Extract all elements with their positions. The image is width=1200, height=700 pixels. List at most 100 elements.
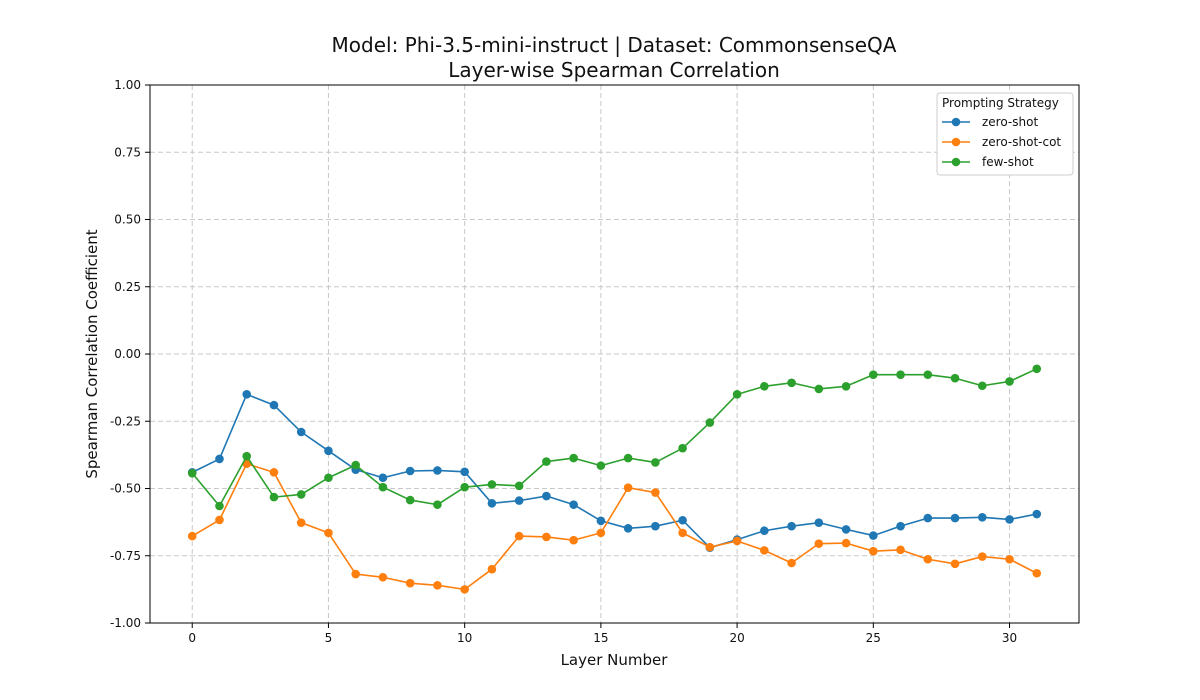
data-point-few-shot [378,482,388,492]
data-point-zero-shot-cot [378,572,388,582]
data-point-zero-shot-cot [841,538,851,548]
data-point-zero-shot-cot [324,528,333,538]
data-point-zero-shot [596,516,606,526]
data-point-few-shot [841,381,851,391]
y-tick-label: -0.25 [110,414,141,428]
data-point-zero-shot-cot [460,585,469,594]
chart-title-line-1: Model: Phi-3.5-mini-instruct | Dataset: … [332,33,897,57]
data-point-zero-shot [215,454,224,464]
data-point-few-shot [1032,364,1042,374]
data-point-zero-shot [923,513,933,523]
data-point-few-shot [324,473,333,483]
data-point-zero-shot [814,518,824,527]
data-point-few-shot [514,481,524,491]
legend-marker [951,157,961,167]
data-point-few-shot [215,501,224,511]
data-point-few-shot [242,451,252,461]
data-point-few-shot [269,492,279,502]
data-point-zero-shot [542,491,551,501]
data-point-few-shot [405,495,415,505]
data-point-zero-shot-cot [269,468,279,477]
data-point-zero-shot [378,473,388,483]
series-line-zero-shot-cot [191,462,1038,591]
data-point-few-shot [977,381,987,391]
data-point-zero-shot [869,531,878,540]
data-point-few-shot [896,370,905,380]
data-point-zero-shot-cot [651,488,660,497]
legend-label: zero-shot [982,115,1038,129]
data-point-zero-shot [269,400,279,410]
series-few-shot [187,364,1042,511]
data-point-zero-shot [514,496,524,505]
x-tick-label: 30 [1002,631,1017,645]
data-point-few-shot [460,482,469,492]
data-point-zero-shot-cot [296,518,306,527]
legend-marker [951,117,961,127]
data-point-zero-shot-cot [678,528,687,538]
data-point-zero-shot-cot [487,564,497,574]
x-axis-ticks: 0 5 10 15 20 25 30 [188,623,1017,645]
legend-frame [936,92,1074,176]
data-point-zero-shot-cot [433,581,442,590]
data-point-few-shot [351,460,360,470]
data-point-few-shot [487,480,497,489]
y-tick-label: 0.00 [114,347,141,361]
series-zero-shot [187,390,1042,552]
legend: Prompting Strategy zero-shot zero-shot-co… [936,92,1074,176]
data-point-zero-shot [678,515,687,525]
y-tick-label: 0.25 [114,280,141,294]
data-point-zero-shot [896,521,905,531]
data-point-zero-shot-cot [596,528,606,538]
data-point-zero-shot-cot [923,554,933,564]
x-tick-label: 20 [729,631,744,645]
data-point-zero-shot [977,512,987,522]
data-point-zero-shot [1005,515,1014,524]
data-point-zero-shot [760,526,769,536]
data-point-zero-shot [487,499,497,508]
data-point-zero-shot-cot [351,569,360,579]
legend-item-zero-shot: zero-shot [942,115,1038,129]
data-point-zero-shot [569,500,578,509]
y-axis-label: Spearman Correlation Coefficient [83,229,101,478]
series-line-few-shot [191,368,1038,507]
data-point-zero-shot-cot [760,546,769,555]
data-point-few-shot [651,458,660,467]
y-axis-ticks: -1.00 -0.75 -0.50 -0.25 0.00 0.25 0.50 0.75 1.00 [110,78,150,630]
data-point-few-shot [569,453,578,463]
data-point-zero-shot [324,446,333,456]
legend-label: zero-shot-cot [982,135,1061,149]
data-point-zero-shot-cot [623,483,633,492]
data-point-zero-shot [950,513,960,523]
legend-item-few-shot: few-shot [942,155,1034,169]
y-tick-label: -1.00 [110,616,141,630]
data-point-few-shot [923,370,933,380]
data-point-few-shot [1005,377,1014,386]
data-point-zero-shot [460,467,469,477]
y-tick-label: 0.50 [114,213,141,227]
data-point-zero-shot-cot [896,545,905,555]
y-tick-label: 1.00 [114,78,141,92]
data-point-zero-shot-cot [187,531,197,541]
legend-items: zero-shot zero-shot-cot few-shot [942,115,1061,169]
data-point-few-shot [869,370,878,380]
data-point-zero-shot-cot [1032,568,1042,578]
x-tick-label: 15 [593,631,608,645]
data-point-few-shot [542,457,551,466]
data-point-zero-shot-cot [542,532,551,542]
data-point-zero-shot-cot [732,536,742,546]
data-point-zero-shot-cot [869,546,878,556]
data-point-zero-shot [841,525,851,534]
x-tick-label: 0 [188,631,196,645]
y-tick-label: -0.50 [110,482,141,496]
chart-title-line-2: Layer-wise Spearman Correlation [448,58,780,82]
data-point-zero-shot-cot [814,539,824,548]
series-zero-shot-cot [187,459,1042,594]
legend-marker [951,137,961,147]
x-tick-label: 10 [457,631,472,645]
data-point-zero-shot-cot [215,515,224,525]
legend-label: few-shot [982,155,1034,169]
data-point-few-shot [433,500,442,509]
legend-item-zero-shot-cot: zero-shot-cot [942,135,1061,149]
